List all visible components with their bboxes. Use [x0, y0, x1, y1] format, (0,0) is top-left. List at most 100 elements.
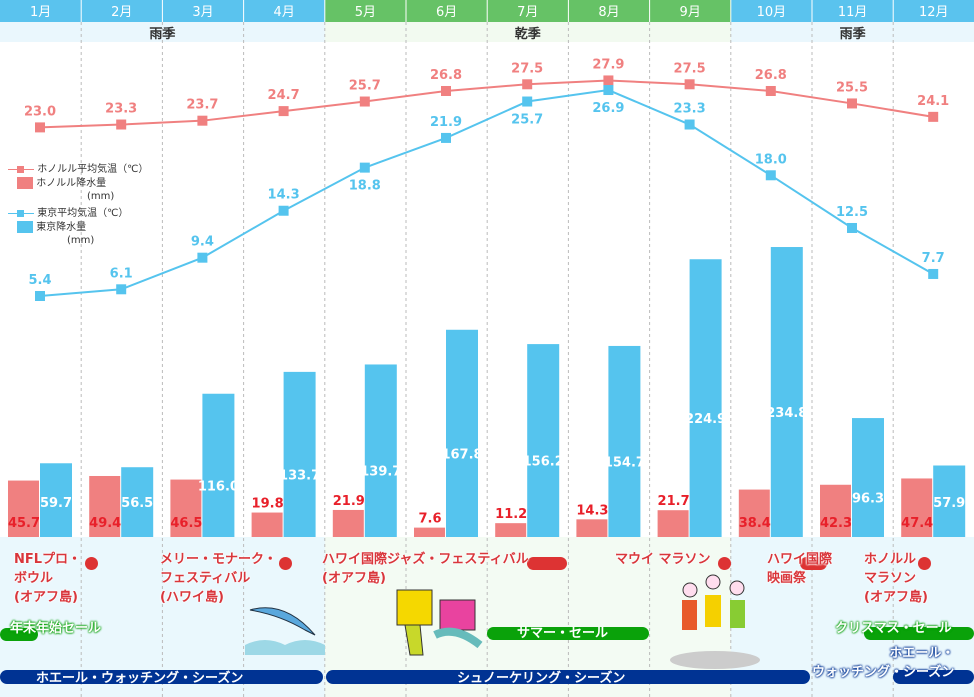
- month-header-cell: [243, 0, 326, 22]
- honolulu-temp-label: 27.9: [592, 57, 624, 72]
- month-label: 6月: [436, 5, 457, 20]
- season-row-bg: [406, 22, 489, 42]
- honolulu-rain-bar: [332, 509, 364, 537]
- honolulu-rain-label: 47.4: [901, 516, 933, 531]
- honolulu-rain-label: 11.2: [495, 507, 527, 522]
- honolulu-temp-line: [39, 79, 934, 129]
- honolulu-rain-label: 14.3: [576, 503, 608, 518]
- honolulu-rain-bar: [170, 479, 202, 537]
- month-header-cell: [162, 0, 245, 22]
- tokyo-rain-label: 154.7: [604, 455, 645, 470]
- tokyo-rain-bar: [689, 259, 722, 537]
- honolulu-temp-point: [522, 79, 533, 90]
- tokyo-temp-line: [39, 89, 934, 297]
- season-row-bg: [730, 22, 813, 42]
- tokyo-rain-bar: [283, 371, 316, 537]
- sale-bar-christmas: [864, 627, 974, 640]
- tokyo-temp-point: [847, 222, 857, 233]
- event-merrie-monarch: メリー・モナーク・ フェスティバル (ハワイ島): [160, 552, 277, 605]
- honolulu-temp-label: 26.8: [755, 68, 787, 83]
- month-label: 8月: [598, 5, 619, 20]
- month-label: 4月: [274, 5, 295, 20]
- season-label: 乾季: [515, 26, 541, 42]
- honolulu-rain-label: 38.4: [739, 516, 771, 531]
- legend-bar-swatch-icon: [17, 221, 33, 233]
- tokyo-rain-bar: [40, 463, 72, 537]
- season-row-bg: [81, 22, 164, 42]
- season-label: 雨季: [840, 26, 866, 42]
- tokyo-temp-label: 26.9: [592, 101, 624, 116]
- tokyo-rain-bar: [933, 465, 966, 537]
- honolulu-rain-label: 7.6: [418, 512, 441, 527]
- legend-bar-swatch-icon: [17, 177, 33, 189]
- honolulu-rain-bar: [251, 512, 283, 537]
- honolulu-temp-label: 23.3: [105, 102, 137, 117]
- honolulu-temp-label: 27.5: [511, 61, 543, 76]
- honolulu-rain-label: 45.7: [8, 516, 40, 531]
- tokyo-temp-point: [116, 284, 127, 295]
- legend-honolulu-temp: ホノルル平均気温（℃）: [8, 163, 148, 176]
- legend-honolulu-rain: ホノルル降水量 (mm): [17, 177, 114, 203]
- honolulu-temp-point: [278, 106, 289, 117]
- season-row-bg: [0, 22, 83, 42]
- tokyo-temp-label: 6.1: [110, 266, 133, 281]
- tokyo-rain-label: 116.0: [198, 479, 239, 494]
- honolulu-temp-label: 25.7: [349, 79, 381, 94]
- tokyo-rain-label: 234.8: [766, 406, 807, 421]
- season-label: 雨季: [149, 26, 175, 42]
- event-maui-marathon: マウイ マラソン: [615, 552, 711, 567]
- event-dot: [718, 557, 731, 570]
- honolulu-temp-label: 25.5: [836, 80, 868, 95]
- month-header-cell: [812, 0, 895, 22]
- event-nfl: NFLプロ・ ボウル (オアフ島): [14, 552, 82, 605]
- honolulu-rain-label: 49.4: [89, 516, 121, 531]
- honolulu-rain-bar: [89, 475, 121, 537]
- honolulu-temp-point: [35, 122, 45, 133]
- month-header-cell: [81, 0, 164, 22]
- tokyo-rain-label: 57.9: [933, 496, 965, 511]
- season-row-bg: [487, 22, 570, 42]
- tokyo-temp-point: [441, 132, 451, 143]
- honolulu-temp-label: 23.7: [186, 98, 218, 113]
- tokyo-temp-point: [765, 170, 776, 181]
- honolulu-temp-label: 24.7: [268, 88, 300, 103]
- month-header-cell: [324, 0, 407, 22]
- tokyo-rain-bar: [364, 364, 397, 537]
- honolulu-temp-point: [765, 85, 776, 96]
- tokyo-temp-label: 23.3: [674, 102, 706, 117]
- tokyo-temp-point: [684, 119, 695, 130]
- shopping-illustration: [396, 589, 483, 656]
- month-label: 5月: [355, 5, 376, 20]
- legend-line-marker-icon: [8, 165, 34, 173]
- legend-line-marker-icon: [8, 209, 34, 217]
- honolulu-rain-label: 21.7: [658, 494, 690, 509]
- season-row-bg: [243, 22, 326, 42]
- honolulu-rain-bar: [820, 484, 851, 537]
- honolulu-temp-label: 27.5: [674, 61, 706, 76]
- event-bar: [527, 557, 567, 570]
- legend-label: 東京平均気温（℃）: [37, 208, 129, 219]
- tokyo-rain-label: 56.5: [121, 496, 153, 511]
- season-bar-whale: [0, 670, 323, 684]
- tokyo-temp-label: 7.7: [922, 251, 945, 266]
- event-honolulu-marathon: ホノルル マラソン (オアフ島): [864, 552, 928, 605]
- month-label: 2月: [111, 5, 132, 20]
- month-label: 7月: [517, 5, 538, 20]
- event-dot: [279, 557, 292, 570]
- tokyo-rain-label: 156.2: [523, 455, 564, 470]
- legend-label: ホノルル平均気温（℃）: [37, 164, 149, 175]
- legend-label: 東京降水量: [36, 222, 87, 233]
- tokyo-temp-label: 21.9: [430, 115, 462, 130]
- sale-newyear: 年末年始セール: [10, 621, 102, 636]
- tokyo-temp-point: [278, 205, 289, 216]
- month-label: 11月: [838, 5, 868, 20]
- honolulu-rain-label: 19.8: [252, 497, 284, 512]
- season-bar-whale-2: [893, 670, 974, 684]
- season-snorkel: シュノーケリング・シーズン: [457, 671, 626, 686]
- event-jazz: ハワイ国際ジャズ・フェスティバル (オアフ島): [322, 552, 529, 586]
- whale-illustration: [245, 607, 325, 655]
- honolulu-temp-label: 23.0: [24, 104, 56, 119]
- tokyo-rain-bar: [852, 418, 884, 537]
- tokyo-temp-label: 12.5: [836, 205, 868, 220]
- runners-illustration: [670, 574, 760, 669]
